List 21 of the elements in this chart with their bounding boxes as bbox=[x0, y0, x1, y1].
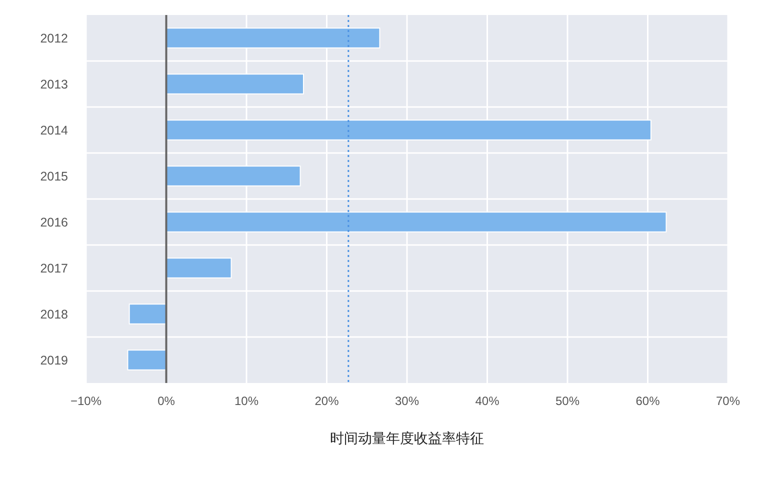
y-tick-label: 2013 bbox=[40, 78, 68, 92]
x-tick-label: 70% bbox=[716, 394, 740, 408]
x-tick-label: 20% bbox=[314, 394, 340, 408]
x-tick-label: 0% bbox=[158, 394, 176, 408]
x-tick-label: 60% bbox=[636, 394, 660, 408]
bar bbox=[128, 304, 167, 324]
bar bbox=[166, 258, 232, 278]
text: 时间动量年度收益率特征 bbox=[330, 430, 484, 446]
bar bbox=[127, 350, 167, 370]
y-tick-label: 2016 bbox=[40, 216, 68, 230]
x-tick-label: 40% bbox=[475, 394, 500, 408]
y-tick-label: 2014 bbox=[40, 124, 68, 138]
x-tick-label: −10% bbox=[70, 394, 102, 408]
y-tick-label: 2017 bbox=[40, 262, 68, 276]
y-tick-label: 2019 bbox=[40, 354, 68, 368]
x-tick-label: 30% bbox=[394, 394, 420, 408]
y-tick-label: 2015 bbox=[40, 170, 68, 184]
y-tick-label: 2018 bbox=[40, 308, 68, 322]
x-tick-label: 10% bbox=[234, 394, 259, 408]
y-tick-label: 2012 bbox=[40, 32, 68, 46]
x-tick-label: 50% bbox=[555, 394, 580, 408]
